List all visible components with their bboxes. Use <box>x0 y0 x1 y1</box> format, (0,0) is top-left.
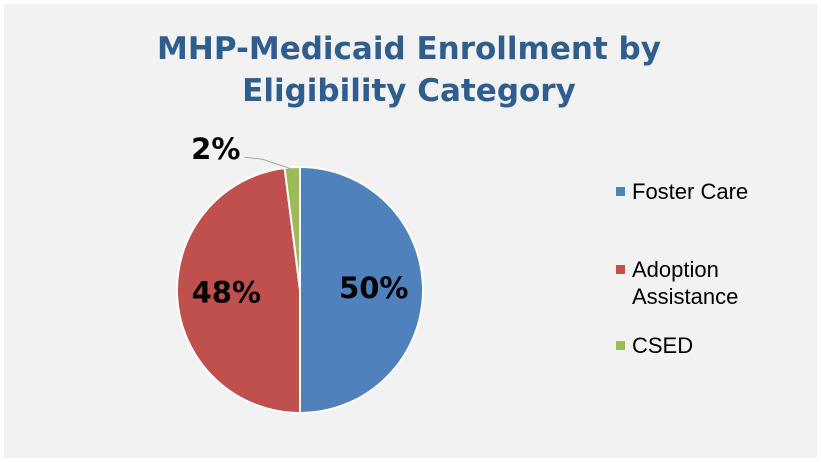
legend-swatch <box>616 187 625 196</box>
chart-title: MHP-Medicaid Enrollment by Eligibility C… <box>157 31 661 109</box>
pie-slice <box>176 166 301 415</box>
legend-label: Adoption Assistance <box>632 257 739 309</box>
pie-slice <box>283 165 301 291</box>
legend-label: CSED <box>632 333 694 358</box>
legend-swatch <box>616 341 625 350</box>
data-label: 50% <box>339 271 408 305</box>
data-label: 2% <box>191 132 240 166</box>
pie-slice <box>299 165 424 415</box>
chart-area: MHP-Medicaid Enrollment by Eligibility C… <box>4 4 817 458</box>
data-label: 48% <box>192 276 261 310</box>
pie-chart: 50% 48% 2% <box>176 132 424 415</box>
leader-line <box>244 156 293 170</box>
legend-label: Foster Care <box>632 179 749 204</box>
legend-swatch <box>616 265 625 274</box>
